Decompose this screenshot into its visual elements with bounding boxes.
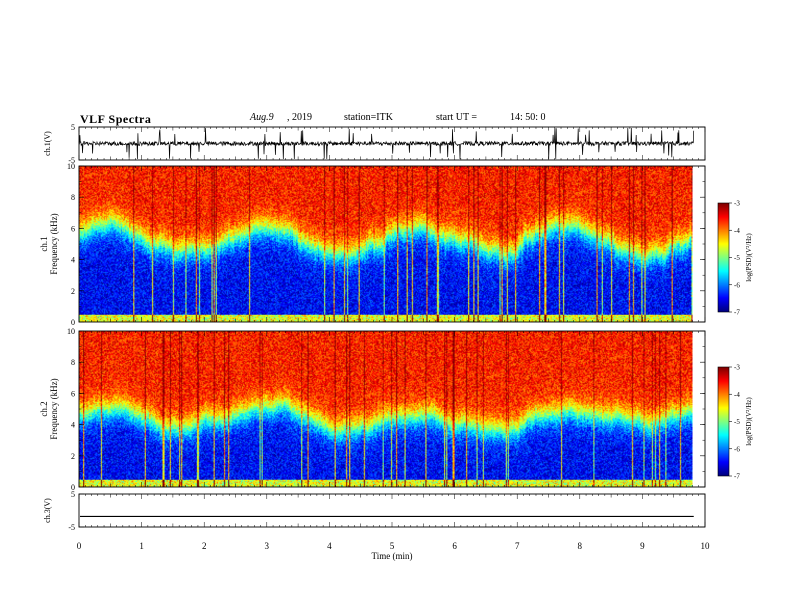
ch2-spectrogram-ytick-label: 6 xyxy=(71,389,75,398)
ch2-spectrogram-image xyxy=(79,331,705,487)
header-start-time: 14: 50: 0 xyxy=(510,112,546,123)
ch1-spectrogram-ytick-label: 0 xyxy=(71,318,75,327)
xtick-label: 4 xyxy=(327,541,332,551)
ch1-waveform-ytick-label: -5 xyxy=(68,156,75,165)
xtick-label: 8 xyxy=(578,541,583,551)
ch2-spectrogram-ytick-label: 4 xyxy=(71,421,75,430)
ch2-spectrogram-ytick-label: 10 xyxy=(67,327,75,336)
ch1-colorbar-tick-label: -4 xyxy=(734,227,740,235)
ch1-spectrogram-ytick-label: 6 xyxy=(71,224,75,233)
ch2-colorbar-tick-label: -3 xyxy=(734,364,740,372)
ch2-colorbar-tick-label: -6 xyxy=(734,445,740,453)
header-start-label: start UT = xyxy=(436,112,478,123)
xtick-label: 9 xyxy=(640,541,645,551)
xtick-label: 5 xyxy=(390,541,395,551)
ch1-colorbar-gradient xyxy=(718,203,729,312)
xtick-label: 6 xyxy=(452,541,457,551)
ch2-colorbar-label: log(PSD)(V²/Hz) xyxy=(745,397,753,446)
figure-title: VLF Spectra xyxy=(80,112,152,126)
ch2-spectrogram-ylabel: ch.2 xyxy=(39,401,49,416)
xtick-label: 2 xyxy=(202,541,207,551)
header-station: station=ITK xyxy=(344,112,393,123)
ch2-colorbar-tick-label: -4 xyxy=(734,391,740,399)
xtick-label: 3 xyxy=(265,541,270,551)
ch1-spectrogram-ylabel: Frequency (kHz) xyxy=(49,213,59,274)
x-axis-label: Time (min) xyxy=(372,551,413,561)
ch2-spectrogram-ylabel: Frequency (kHz) xyxy=(49,378,59,439)
ch1-waveform-ytick-label: 5 xyxy=(71,123,75,132)
ch2-spectrogram-ytick-label: 2 xyxy=(71,452,75,461)
ch2-spectrogram-ytick-label: 0 xyxy=(71,483,75,492)
ch1-colorbar-tick-label: -3 xyxy=(734,200,740,208)
ch1-spectrogram-ytick-label: 8 xyxy=(71,193,75,202)
header-date: Aug.9 xyxy=(250,112,274,123)
ch1-waveform-ylabel: ch.1(V) xyxy=(43,131,52,156)
ch1-spectrogram-ylabel: ch.1 xyxy=(39,236,49,251)
xtick-label: 1 xyxy=(139,541,144,551)
ch1-spectrogram-ytick-label: 2 xyxy=(71,287,75,296)
ch1-waveform-trace xyxy=(78,127,695,160)
ch2-colorbar-tick-label: -5 xyxy=(734,418,740,426)
ch2-colorbar-tick-label: -7 xyxy=(734,473,740,481)
ch3-waveform-ytick-label: -5 xyxy=(68,523,75,532)
ch1-colorbar-tick-label: -7 xyxy=(734,309,740,317)
ch2-colorbar-gradient xyxy=(718,367,729,476)
xtick-label: 0 xyxy=(77,541,82,551)
ch1-colorbar-label: log(PSD)(V²/Hz) xyxy=(745,233,753,282)
ch2-spectrogram-ytick-label: 8 xyxy=(71,358,75,367)
ch3-waveform-ytick-label: 5 xyxy=(71,490,75,499)
ch1-colorbar-tick-label: -6 xyxy=(734,281,740,289)
ch3-waveform-ylabel: ch.3(V) xyxy=(43,498,52,523)
xtick-label: 7 xyxy=(515,541,520,551)
ch1-spectrogram-image xyxy=(79,166,705,322)
ch1-spectrogram-ytick-label: 10 xyxy=(67,162,75,171)
header-year: , 2019 xyxy=(287,112,312,123)
ch1-colorbar-tick-label: -5 xyxy=(734,254,740,262)
ch1-spectrogram-ytick-label: 4 xyxy=(71,256,75,265)
xtick-label: 10 xyxy=(701,541,711,551)
